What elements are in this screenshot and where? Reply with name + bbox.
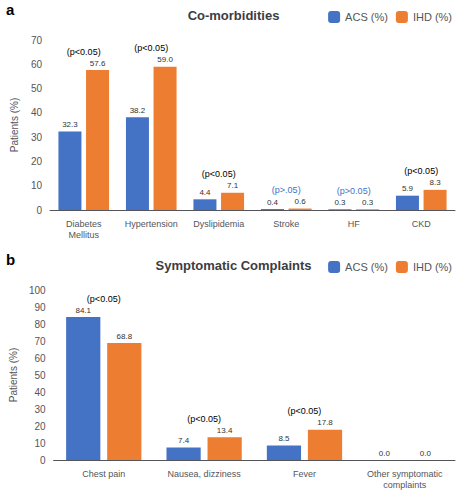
svg-text:(p<0.05): (p<0.05)	[288, 406, 322, 416]
svg-text:Hypertension: Hypertension	[125, 219, 178, 229]
svg-text:Stroke: Stroke	[273, 219, 299, 229]
svg-text:10: 10	[31, 180, 43, 191]
svg-text:Symptomatic Complaints: Symptomatic Complaints	[155, 258, 311, 273]
svg-text:0: 0	[36, 205, 42, 216]
svg-text:0.4: 0.4	[267, 198, 279, 207]
svg-text:0.0: 0.0	[420, 449, 432, 458]
svg-text:0.3: 0.3	[334, 198, 346, 207]
svg-text:(p<0.05): (p<0.05)	[67, 47, 101, 57]
svg-text:b: b	[6, 251, 15, 268]
svg-text:20: 20	[34, 421, 46, 432]
svg-text:0: 0	[40, 455, 46, 466]
svg-text:50: 50	[31, 83, 43, 94]
svg-text:40: 40	[31, 107, 43, 118]
svg-text:7.4: 7.4	[178, 436, 190, 445]
svg-text:5.9: 5.9	[402, 184, 414, 193]
svg-text:57.6: 57.6	[90, 59, 106, 68]
svg-text:(p<0.05): (p<0.05)	[134, 43, 168, 53]
svg-text:HF: HF	[348, 219, 360, 229]
svg-text:IHD (%): IHD (%)	[413, 261, 452, 273]
svg-text:Mellitus: Mellitus	[68, 230, 99, 240]
svg-text:(p<0.05): (p<0.05)	[187, 414, 221, 424]
svg-text:Patients (%): Patients (%)	[8, 348, 19, 402]
svg-text:84.1: 84.1	[75, 306, 91, 315]
svg-text:ACS (%): ACS (%)	[345, 11, 388, 23]
svg-text:30: 30	[34, 404, 46, 415]
svg-text:(p>.05): (p>.05)	[272, 185, 301, 195]
svg-text:60: 60	[34, 353, 46, 364]
svg-text:8.5: 8.5	[278, 434, 290, 443]
svg-text:90: 90	[34, 302, 46, 313]
svg-text:Diabetes: Diabetes	[66, 219, 102, 229]
svg-text:(p<0.05): (p<0.05)	[202, 169, 236, 179]
svg-text:38.2: 38.2	[130, 106, 146, 115]
svg-text:17.8: 17.8	[317, 418, 333, 427]
svg-text:100: 100	[29, 285, 46, 296]
svg-text:7.1: 7.1	[227, 181, 239, 190]
svg-text:20: 20	[31, 156, 43, 167]
svg-text:32.3: 32.3	[62, 120, 78, 129]
svg-text:70: 70	[31, 35, 43, 46]
svg-text:(p>0.05): (p>0.05)	[337, 186, 371, 196]
svg-text:10: 10	[34, 438, 46, 449]
svg-text:59.0: 59.0	[157, 55, 173, 64]
svg-text:Patients (%): Patients (%)	[9, 98, 20, 152]
svg-text:CKD: CKD	[412, 219, 432, 229]
svg-text:4.4: 4.4	[199, 188, 211, 197]
svg-text:IHD (%): IHD (%)	[413, 11, 452, 23]
svg-text:68.8: 68.8	[116, 332, 132, 341]
svg-text:Other symptomatic: Other symptomatic	[367, 469, 443, 479]
svg-text:8.3: 8.3	[429, 178, 441, 187]
svg-text:80: 80	[34, 319, 46, 330]
svg-text:50: 50	[34, 370, 46, 381]
svg-text:70: 70	[34, 336, 46, 347]
svg-text:(p<0.05): (p<0.05)	[87, 294, 121, 304]
svg-text:0.0: 0.0	[379, 449, 391, 458]
svg-text:60: 60	[31, 59, 43, 70]
svg-text:Fever: Fever	[293, 469, 316, 479]
svg-text:a: a	[6, 1, 15, 18]
svg-text:0.3: 0.3	[362, 198, 374, 207]
svg-text:Nausea, dizziness: Nausea, dizziness	[168, 469, 242, 479]
svg-text:Chest pain: Chest pain	[82, 469, 125, 479]
svg-text:30: 30	[31, 132, 43, 143]
svg-text:(p<0.05): (p<0.05)	[404, 166, 438, 176]
svg-text:ACS (%): ACS (%)	[345, 261, 388, 273]
svg-text:0.6: 0.6	[294, 197, 306, 206]
svg-text:13.4: 13.4	[217, 426, 233, 435]
svg-text:complaints: complaints	[383, 480, 427, 490]
svg-text:40: 40	[34, 387, 46, 398]
svg-text:Dyslipidemia: Dyslipidemia	[193, 219, 244, 229]
svg-text:Co-morbidities: Co-morbidities	[188, 8, 280, 23]
